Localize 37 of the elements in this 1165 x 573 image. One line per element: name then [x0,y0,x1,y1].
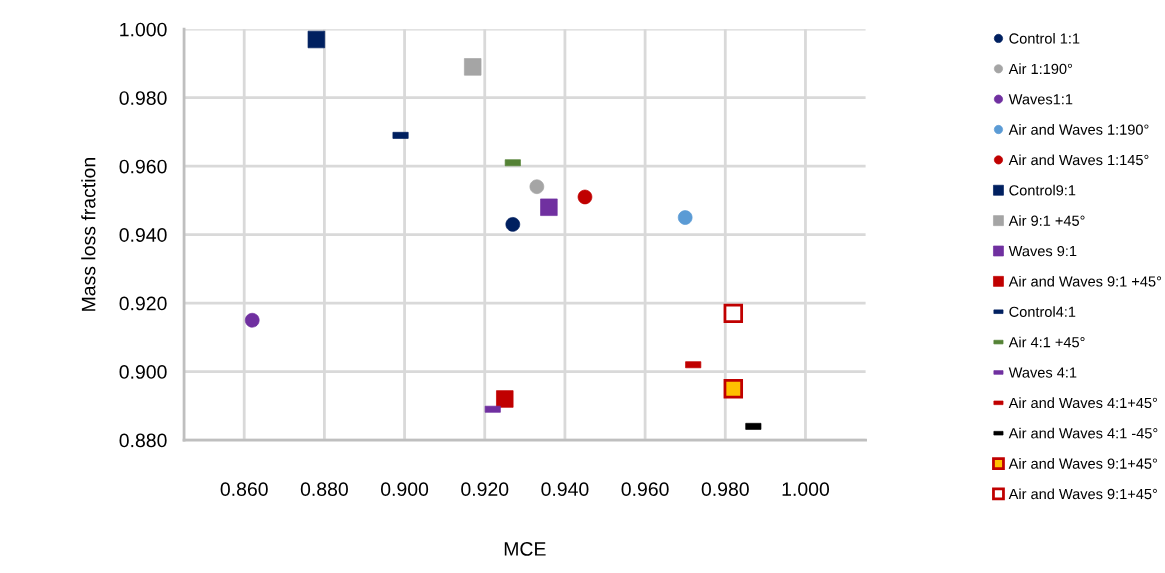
legend-label: Air and Waves 1:145° [1008,154,1149,166]
point [540,198,558,216]
legend-label: Waves 9:1 [1008,245,1077,257]
point [723,378,744,399]
legend-label: Air and Waves 4:1+45° [1008,397,1157,409]
y-tick-label: 0.940 [119,228,167,242]
x-axis-title: MCE [504,542,546,556]
legend-label: Air 4:1 +45° [1008,336,1085,348]
legend-label: Air and Waves 4:1 -45° [1008,427,1158,439]
x-tick-label: 1.000 [782,482,830,497]
point [723,303,744,324]
y-tick-label: 0.880 [119,433,167,448]
point [307,30,326,49]
y-tick-label: 0.960 [119,159,167,174]
legend-label: Control 1:1 [1009,32,1080,44]
legend-label: Air and Waves 9:1 +45° [1008,275,1162,287]
x-tick-label: 0.920 [461,482,509,497]
y-tick-label: 0.920 [119,296,167,311]
x-tick-label: 0.960 [621,482,669,497]
x-tick-label: 0.880 [300,482,348,497]
y-tick-label: 0.900 [119,365,167,379]
y-tick-label: 0.980 [119,91,167,105]
legend-label: Waves 4:1 [1008,367,1077,378]
legend-label: Control4:1 [1009,306,1076,317]
legend-label: Air and Waves 1:190° [1008,124,1149,135]
x-tick-label: 0.900 [381,482,429,497]
x-tick-label: 0.860 [220,482,268,497]
legend-label: Control9:1 [1009,184,1076,196]
legend-label: Air and Waves 9:1+45° [1008,458,1157,469]
legend-label: Air and Waves 9:1+45° [1008,488,1157,500]
legend-label: Air 9:1 +45° [1008,215,1085,226]
y-axis-title: Mass loss fraction [81,158,96,311]
legend-label: Waves1:1 [1008,94,1073,105]
legend-label: Air 1:190° [1008,63,1072,75]
x-tick-label: 0.940 [541,482,589,497]
y-tick-label: 1.000 [120,22,167,37]
x-tick-label: 0.980 [701,482,749,497]
